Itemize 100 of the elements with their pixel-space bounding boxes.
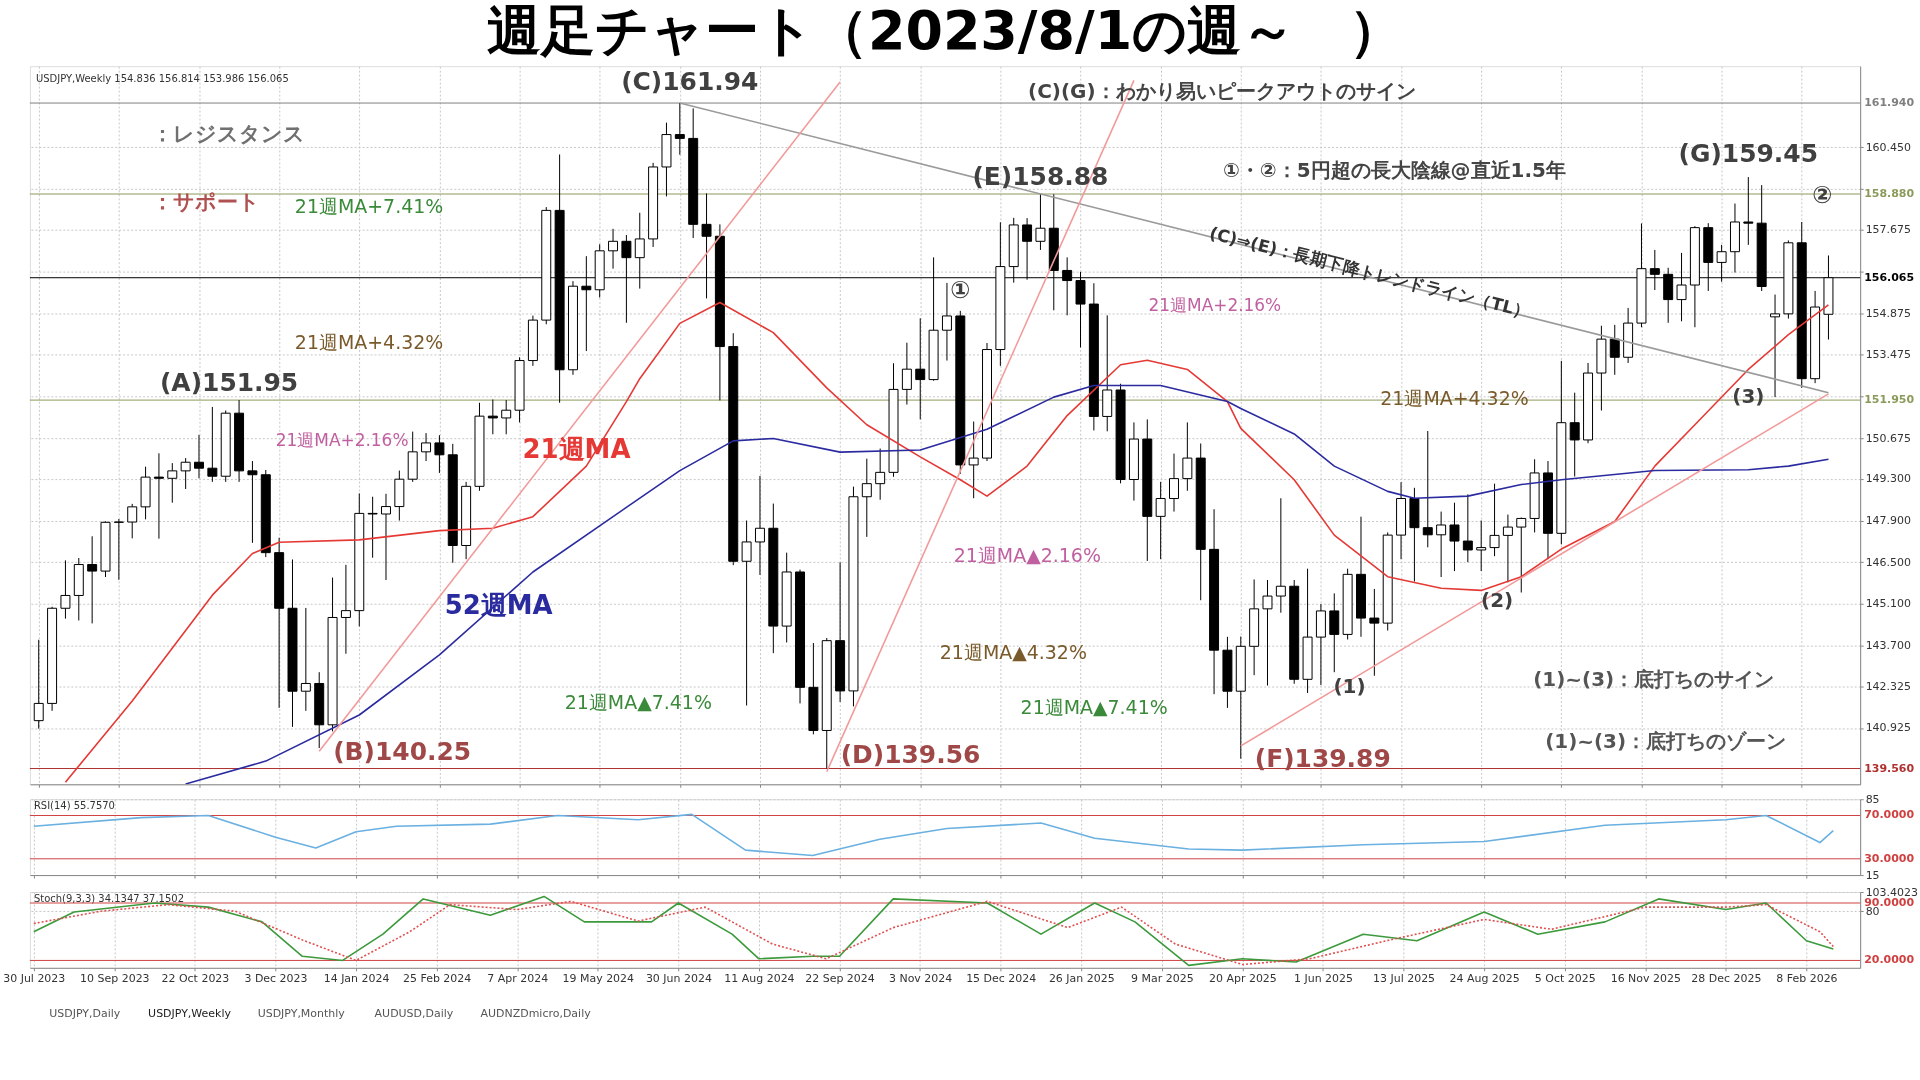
annotation: 21週MA+4.32% — [1380, 387, 1529, 410]
ref-line-label: 20.0000 — [1864, 953, 1915, 967]
x-tick-label: 28 Dec 2025 — [1691, 972, 1762, 986]
annotation: (3) — [1732, 384, 1765, 409]
y-tick-label: 153.475 — [1865, 348, 1912, 362]
candlestick — [194, 434, 204, 479]
y-tick-label: 147.900 — [1865, 514, 1912, 528]
candlestick — [1155, 481, 1166, 560]
candlestick — [367, 496, 378, 559]
candlestick — [487, 399, 498, 435]
candlestick — [1262, 579, 1273, 687]
candlestick — [501, 399, 512, 435]
candlestick — [674, 102, 685, 156]
annotation: ：サポート — [151, 189, 260, 214]
annotation: 21週MA▲7.41% — [564, 691, 712, 714]
annotation: ①・②：5円超の長大陰線@直近1.5年 — [1222, 157, 1566, 182]
x-tick-label: 30 Jul 2023 — [3, 972, 66, 986]
ref-line-label: 156.065 — [1864, 270, 1915, 284]
y-tick-label: 103.4023 — [1865, 885, 1918, 899]
candlestick — [1502, 514, 1513, 583]
annotation: 21週MA▲4.32% — [939, 640, 1087, 663]
annotation: (F)139.89 — [1254, 743, 1391, 773]
candlestick — [1449, 502, 1460, 572]
y-tick-label: 150.675 — [1865, 431, 1912, 445]
annotation: 21週MA+7.41% — [294, 194, 444, 217]
ref-line-label: 151.950 — [1864, 393, 1915, 407]
x-tick-label: 9 Mar 2025 — [1131, 972, 1194, 986]
candlestick — [1609, 324, 1620, 376]
candlestick — [207, 406, 218, 483]
text: AUDUSD,Daily — [374, 1006, 454, 1020]
candlestick — [861, 458, 872, 538]
chart-title: Stoch(9,3,3) 34.1347 37.1502 — [33, 892, 184, 904]
text: USDJPY,Daily — [49, 1006, 121, 1020]
candlestick — [300, 607, 311, 712]
candlestick — [60, 559, 71, 620]
y-tick-label: 15 — [1865, 868, 1880, 882]
candlestick — [127, 503, 138, 539]
x-tick-label: 13 Jul 2025 — [1373, 972, 1436, 986]
annotation: (1)~(3)：底打ちのゾーン — [1545, 729, 1787, 754]
candlestick — [1462, 493, 1473, 563]
annotation: ：レジスタンス — [151, 121, 305, 146]
annotation: (G)159.45 — [1678, 139, 1819, 169]
y-tick-label: 143.700 — [1865, 638, 1912, 652]
candlestick — [915, 317, 926, 420]
ref-line-label: 158.880 — [1864, 187, 1915, 201]
candlestick — [153, 452, 164, 540]
x-tick-label: 25 Feb 2024 — [403, 972, 472, 986]
annotation: (2) — [1481, 587, 1514, 612]
candlestick — [1422, 430, 1433, 548]
candlestick — [968, 421, 979, 499]
annotation: 21週MA▲7.41% — [1020, 696, 1168, 719]
x-tick-label: 10 Sep 2023 — [80, 972, 150, 986]
candlestick — [1569, 392, 1580, 478]
x-tick-label: 3 Nov 2024 — [888, 972, 953, 986]
y-tick-label: 145.100 — [1865, 597, 1912, 611]
annotation: ② — [1812, 180, 1833, 209]
x-tick-label: 15 Dec 2024 — [966, 972, 1037, 986]
y-tick-label: 140.925 — [1865, 721, 1912, 735]
text: USDJPY,Weekly — [148, 1006, 232, 1020]
x-tick-label: 22 Sep 2024 — [805, 972, 875, 986]
chart-title: 週足チャート（2023/8/1の週～ ） — [486, 0, 1404, 63]
annotation: (1)~(3)：底打ちのサイン — [1533, 666, 1775, 691]
candlestick — [167, 462, 178, 504]
y-tick-label: 149.300 — [1865, 472, 1912, 486]
candlestick — [33, 639, 44, 730]
candlestick — [875, 448, 886, 501]
x-tick-label: 5 Oct 2025 — [1534, 972, 1596, 986]
candlestick — [1436, 511, 1447, 578]
candlestick — [1329, 592, 1340, 673]
candlestick — [608, 228, 619, 270]
candlestick — [741, 520, 752, 706]
candlestick — [941, 282, 952, 362]
y-tick-label: 157.675 — [1865, 223, 1912, 237]
annotation: 21週MA+2.16% — [1148, 294, 1282, 315]
x-tick-label: 26 Jan 2025 — [1048, 972, 1115, 986]
x-tick-label: 16 Nov 2025 — [1610, 972, 1681, 986]
annotation: (C)161.94 — [621, 67, 759, 97]
annotation: (C)(G)：わかり易いピークアウトのサイン — [1028, 79, 1416, 104]
x-tick-label: 8 Feb 2026 — [1776, 972, 1838, 986]
candlestick — [340, 564, 351, 655]
candlestick — [1770, 294, 1781, 398]
candlestick — [421, 432, 432, 462]
annotation: (E)158.88 — [972, 162, 1109, 192]
candlestick — [381, 493, 391, 581]
candlestick — [180, 457, 191, 490]
text: USDJPY,Monthly — [257, 1006, 346, 1020]
x-tick-label: 20 Apr 2025 — [1208, 972, 1277, 986]
candlestick — [1489, 483, 1500, 557]
annotation: (A)151.95 — [159, 368, 299, 398]
chart-title: RSI(14) 55.7570 — [33, 800, 115, 812]
y-tick-label: 146.500 — [1865, 555, 1912, 569]
candlestick — [1516, 517, 1527, 593]
x-tick-label: 3 Dec 2023 — [244, 972, 308, 986]
candlestick — [113, 518, 124, 581]
x-tick-label: 30 Jun 2024 — [645, 972, 712, 986]
candlestick — [1743, 176, 1754, 246]
candlestick — [1169, 453, 1179, 513]
y-tick-label: 142.325 — [1865, 679, 1912, 693]
ref-line-label: 70.0000 — [1864, 808, 1915, 822]
y-tick-label: 85 — [1865, 792, 1880, 806]
